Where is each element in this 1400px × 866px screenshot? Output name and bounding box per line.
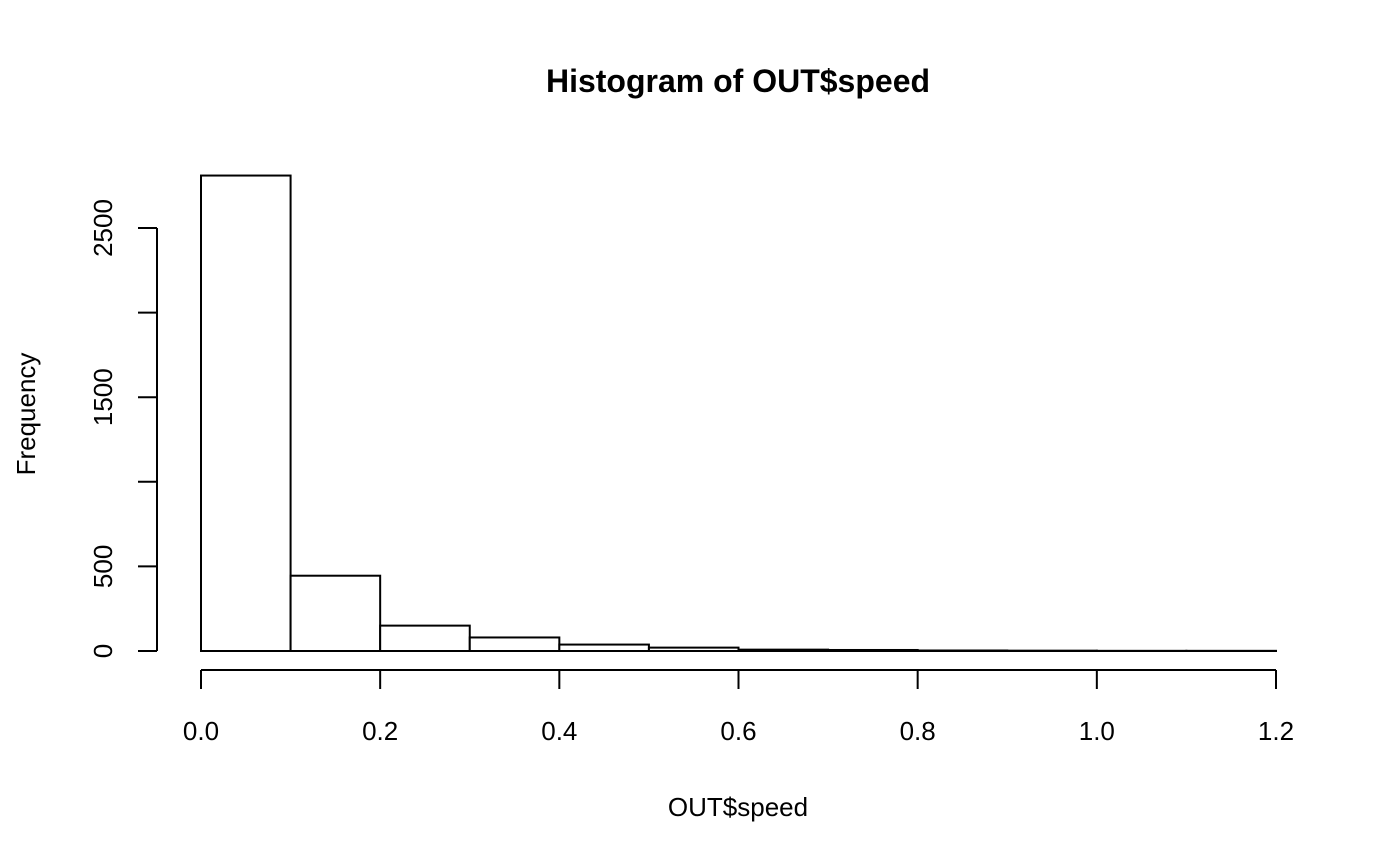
histogram-bar — [827, 648, 919, 653]
y-axis-label: Frequency — [11, 353, 41, 476]
x-axis-label: OUT$speed — [668, 792, 808, 822]
x-tick-label: 0.6 — [720, 716, 756, 746]
histogram-bar — [916, 649, 1009, 652]
x-tick-label: 0.4 — [541, 716, 577, 746]
x-axis-ticks: 0.0 0.2 0.4 0.6 0.8 1.0 1.2 — [183, 670, 1294, 746]
y-tick-label: 0 — [88, 644, 118, 658]
histogram-bar — [647, 646, 740, 653]
y-tick-label: 1500 — [88, 368, 118, 426]
histogram-bar — [289, 574, 382, 652]
y-tick-label: 500 — [88, 545, 118, 588]
x-tick-label: 1.0 — [1079, 716, 1115, 746]
bars-group — [200, 174, 1277, 653]
histogram-bar — [379, 624, 471, 652]
histogram-bar — [200, 174, 292, 652]
histogram-bar — [468, 636, 561, 652]
histogram-bar — [558, 643, 650, 652]
x-tick-label: 1.2 — [1258, 716, 1294, 746]
y-axis-ticks: 0 500 1500 2500 — [88, 199, 157, 658]
x-tick-label: 0.2 — [362, 716, 398, 746]
x-tick-label: 0.0 — [183, 716, 219, 746]
histogram-bar — [737, 648, 830, 653]
chart-title: Histogram of OUT$speed — [546, 63, 930, 99]
y-tick-label: 2500 — [88, 199, 118, 257]
x-tick-label: 0.8 — [900, 716, 936, 746]
